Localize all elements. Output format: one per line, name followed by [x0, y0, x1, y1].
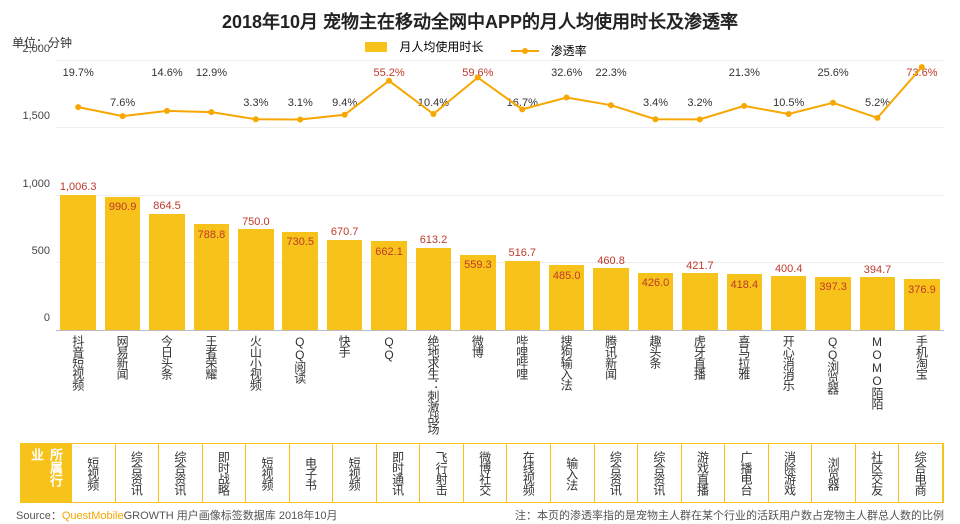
x-axis-label: 火山小视频 [234, 333, 278, 441]
line-marker [430, 111, 436, 117]
category-cell: 游戏直播 [682, 444, 726, 502]
x-axis-label: 微博 [456, 333, 500, 441]
x-axis-label: QQ阅读 [278, 333, 322, 441]
x-axis-label: QQ [367, 333, 411, 441]
chart-title: 2018年10月 宠物主在移动全网中APP的月人均使用时长及渗透率 [10, 8, 950, 34]
x-axis-label: 绝地求生：刺激战场 [411, 333, 455, 441]
x-axis-label: 王者荣耀 [189, 333, 233, 441]
x-axis-label: 抖音短视频 [56, 333, 100, 441]
x-axis-label: 虎牙直播 [678, 333, 722, 441]
x-axis-label: 喜马拉雅 [722, 333, 766, 441]
legend-line: 渗透率 [511, 42, 595, 59]
legend-line-swatch [511, 50, 539, 52]
x-axis-label: 哔哩哔哩 [500, 333, 544, 441]
line-marker [475, 74, 481, 80]
x-axis-label: 网易新闻 [100, 333, 144, 441]
line-marker [874, 115, 880, 121]
line-layer [56, 61, 944, 330]
chart-container: 2018年10月 宠物主在移动全网中APP的月人均使用时长及渗透率 单位：分钟 … [0, 0, 960, 524]
y-tick: 2,000 [22, 43, 50, 55]
legend-bar-swatch [365, 42, 387, 52]
category-cell: 短视频 [333, 444, 377, 502]
line-marker [564, 95, 570, 101]
x-axis-label: 快手 [322, 333, 366, 441]
category-cell: 广播电台 [725, 444, 769, 502]
legend-bar: 月人均使用时长 [365, 38, 491, 55]
line-marker [919, 64, 925, 70]
line-marker [75, 104, 81, 110]
category-cell: 短视频 [246, 444, 290, 502]
category-cell: 即时战略 [203, 444, 247, 502]
footer: Source：QuestMobileGROWTH 用户画像标签数据库 2018年… [10, 507, 950, 523]
category-cell: 综合资讯 [595, 444, 639, 502]
x-axis-label: 手机淘宝 [900, 333, 944, 441]
line-marker [741, 103, 747, 109]
line-marker [253, 116, 259, 122]
x-axis-label: 腾讯新闻 [589, 333, 633, 441]
category-cell: 即时通讯 [377, 444, 421, 502]
category-cell: 综合资讯 [638, 444, 682, 502]
plot-area: 05001,0001,5002,000 1,006.319.7%990.97.6… [56, 61, 944, 331]
category-cell: 消除游戏 [769, 444, 813, 502]
line-marker [120, 113, 126, 119]
y-tick: 0 [44, 312, 50, 324]
line-marker [519, 106, 525, 112]
category-cell: 在线视频 [507, 444, 551, 502]
category-cell: 电子书 [290, 444, 334, 502]
category-cell: 飞行射击 [420, 444, 464, 502]
y-tick: 1,000 [22, 178, 50, 190]
legend: 月人均使用时长 渗透率 [10, 38, 950, 59]
line-marker [786, 111, 792, 117]
line-marker [652, 116, 658, 122]
category-row: 所属行业短视频综合资讯综合资讯即时战略短视频电子书短视频即时通讯飞行射击微博社交… [20, 443, 944, 503]
x-axis-label: 趣头条 [633, 333, 677, 441]
category-cell: 综合资讯 [159, 444, 203, 502]
x-axis-label: 今日头条 [145, 333, 189, 441]
line-marker [608, 102, 614, 108]
line-marker [208, 109, 214, 115]
x-axis-label: 搜狗输入法 [544, 333, 588, 441]
y-tick: 500 [32, 245, 50, 257]
line-marker [830, 100, 836, 106]
category-cell: 输入法 [551, 444, 595, 502]
category-cell: 短视频 [72, 444, 116, 502]
line-marker [164, 108, 170, 114]
x-axis-label: 开心消消乐 [767, 333, 811, 441]
penetration-line [78, 67, 922, 119]
y-axis: 05001,0001,5002,000 [10, 61, 54, 330]
category-cell: 综合资讯 [116, 444, 160, 502]
category-header: 所属行业 [21, 444, 71, 502]
line-marker [342, 112, 348, 118]
line-marker [697, 116, 703, 122]
x-axis-label: QQ浏览器 [811, 333, 855, 441]
category-cell: 综合电商 [899, 444, 943, 502]
x-axis-labels: 抖音短视频网易新闻今日头条王者荣耀火山小视频QQ阅读快手QQ绝地求生：刺激战场微… [56, 333, 944, 441]
category-cell: 社区交友 [856, 444, 900, 502]
y-tick: 1,500 [22, 110, 50, 122]
x-axis-label: MOMO陌陌 [855, 333, 899, 441]
footnote: 注：本页的渗透率指的是宠物主人群在某个行业的活跃用户数占宠物主人群总人数的比例 [515, 507, 944, 523]
line-marker [297, 116, 303, 122]
source-text: Source：QuestMobileGROWTH 用户画像标签数据库 2018年… [16, 507, 338, 523]
category-cell: 微博社交 [464, 444, 508, 502]
line-marker [386, 78, 392, 84]
category-cell: 浏览器 [812, 444, 856, 502]
